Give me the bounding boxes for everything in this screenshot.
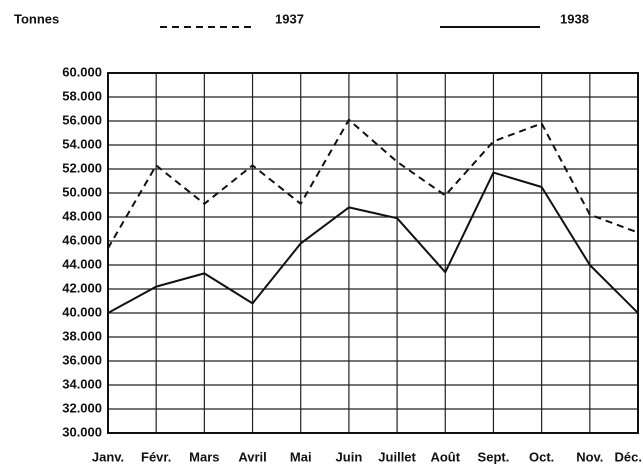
y-tick-label: 36.000 — [62, 352, 102, 367]
x-tick-label: Févr. — [141, 449, 171, 464]
y-tick-label: 42.000 — [62, 280, 102, 295]
data-line — [107, 118, 639, 249]
x-tick-label: Déc. — [615, 449, 642, 464]
x-tick-label: Avril — [238, 449, 266, 464]
y-tick-label: 34.000 — [62, 376, 102, 391]
y-tick-label: 56.000 — [62, 112, 102, 127]
y-tick-label: 44.000 — [62, 256, 102, 271]
y-tick-label: 52.000 — [62, 160, 102, 175]
plot-border — [107, 72, 639, 434]
y-tick-label: 40.000 — [62, 304, 102, 319]
x-tick-label: Mars — [189, 449, 219, 464]
y-axis-label: Tonnes — [14, 11, 59, 26]
x-tick-label: Juin — [336, 449, 363, 464]
y-tick-label: 32.000 — [62, 400, 102, 415]
x-tick-label: Nov. — [576, 449, 603, 464]
data-line — [107, 171, 639, 314]
x-tick-label: Sept. — [478, 449, 510, 464]
y-tick-label: 38.000 — [62, 328, 102, 343]
y-tick-label: 30.000 — [62, 424, 102, 439]
x-tick-label: Janv. — [92, 449, 124, 464]
x-tick-label: Juillet — [378, 449, 416, 464]
legend-label: 1938 — [560, 11, 589, 26]
y-tick-label: 58.000 — [62, 88, 102, 103]
x-tick-label: Mai — [290, 449, 312, 464]
y-tick-label: 50.000 — [62, 184, 102, 199]
x-tick-label: Août — [430, 449, 460, 464]
y-tick-label: 60.000 — [62, 64, 102, 79]
y-tick-label: 46.000 — [62, 232, 102, 247]
y-tick-label: 48.000 — [62, 208, 102, 223]
x-tick-label: Oct. — [529, 449, 554, 464]
legend-label: 1937 — [275, 11, 304, 26]
y-tick-label: 54.000 — [62, 136, 102, 151]
